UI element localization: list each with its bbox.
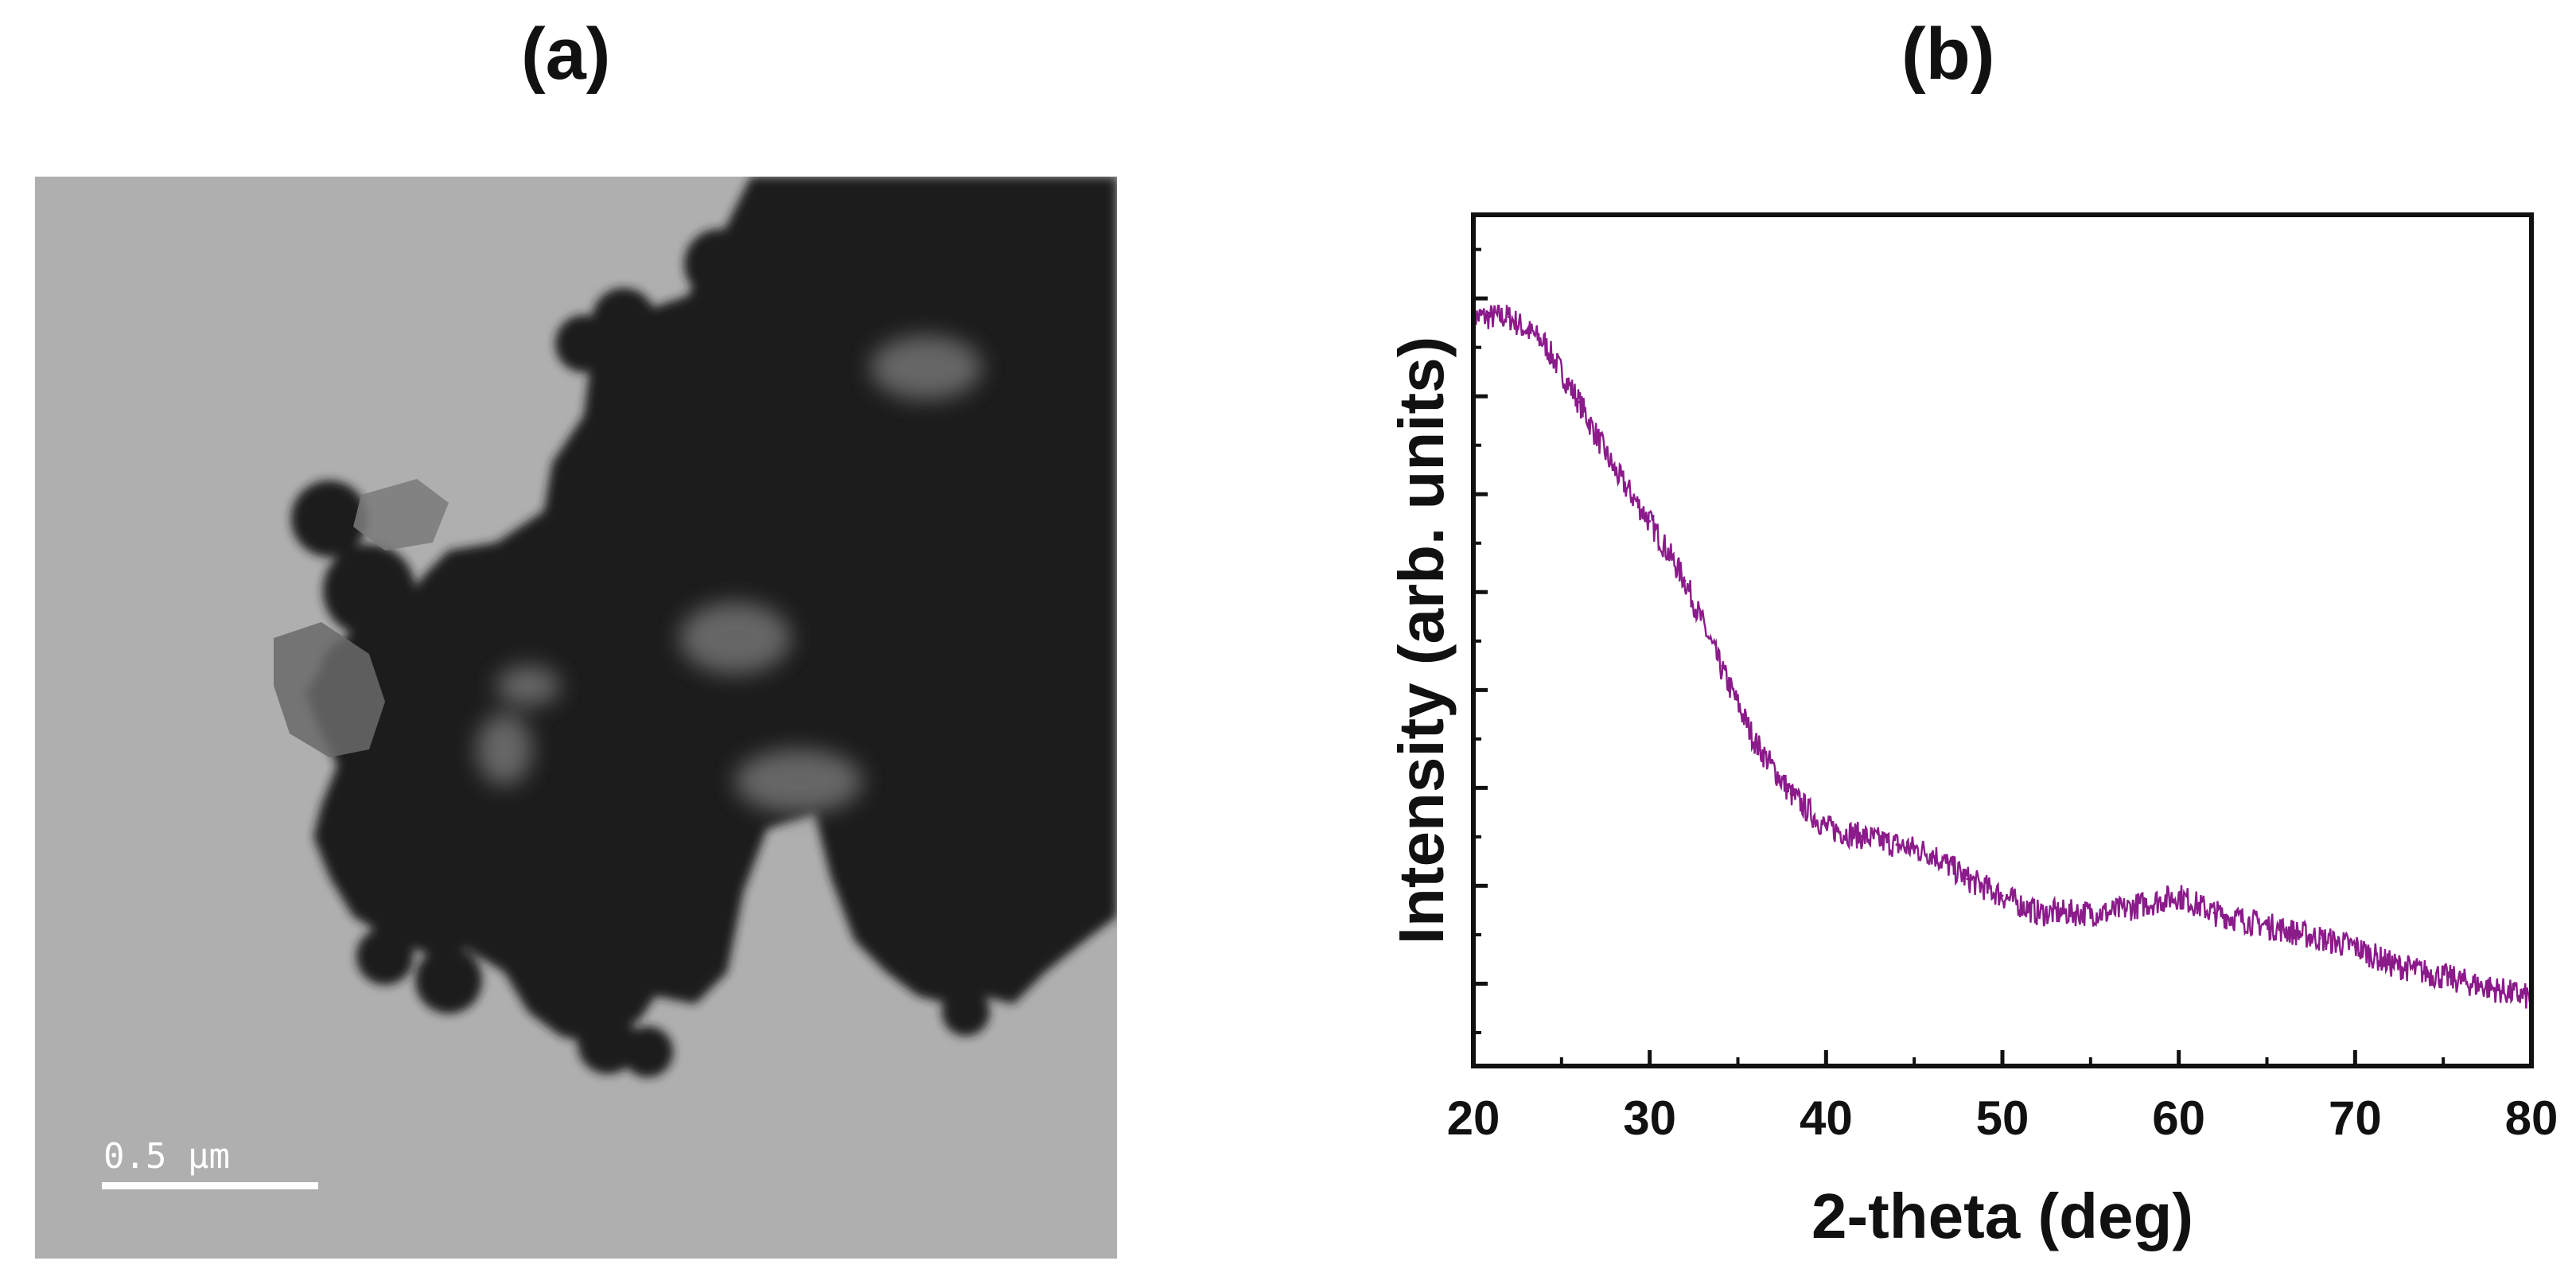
x-axis-ticks	[1471, 1050, 2534, 1066]
xrd-data-point	[1718, 664, 1722, 667]
xrd-data-point	[2424, 971, 2427, 974]
xrd-data-point	[1966, 877, 1969, 881]
xrd-data-point	[2036, 911, 2039, 914]
xrd-data-point	[2212, 911, 2216, 914]
xrd-data-point	[1789, 792, 1792, 796]
xrd-data-point	[1683, 579, 1687, 582]
xrd-data-point	[1578, 400, 1581, 403]
xrd-data-point	[2107, 911, 2110, 914]
xrd-data-point	[2495, 988, 2498, 991]
xrd-data-point	[2001, 894, 2004, 897]
x-tick-label: 50	[1976, 1091, 2029, 1145]
xrd-data-point	[2459, 979, 2462, 983]
xrd-data-point	[1895, 843, 1898, 846]
thin-platelets	[274, 479, 449, 757]
xrd-data-point	[2353, 945, 2356, 948]
panel-b-label: (b)	[1901, 14, 1995, 95]
y-axis-ticks	[1473, 247, 1488, 1034]
xrd-trace	[1472, 304, 2533, 1009]
scale-bar-line	[102, 1182, 318, 1189]
plot-frame	[1471, 212, 2534, 1068]
x-axis-tick-labels: 20 30 40 50 60 70 80	[1447, 1091, 2558, 1145]
x-axis-label: 2-theta (deg)	[1811, 1181, 2193, 1251]
x-tick-label: 80	[2505, 1091, 2558, 1145]
scale-bar-label: 0.5 μm	[103, 1136, 230, 1177]
xrd-chart: 20 30 40 50 60 70 80 2-theta (deg) Intensity (…	[1386, 212, 2558, 1251]
xrd-data-point	[1754, 741, 1757, 744]
xrd-series-line	[1472, 304, 2533, 1009]
x-tick-label: 70	[2329, 1091, 2382, 1145]
panel-a-label: (a)	[521, 14, 611, 95]
x-tick-label: 60	[2152, 1091, 2205, 1145]
xrd-data-point	[2247, 920, 2251, 923]
xrd-data-point	[2318, 937, 2321, 940]
xrd-data-point	[2072, 911, 2075, 914]
x-tick-label: 30	[1623, 1091, 1676, 1145]
tem-micrograph: 0.5 μm	[35, 177, 1117, 1259]
xrd-data-point	[2177, 894, 2181, 897]
xrd-data-point	[1930, 852, 1933, 854]
xrd-data-point	[1648, 519, 1652, 523]
xrd-data-point	[1824, 826, 1827, 829]
xrd-data-point	[2142, 903, 2145, 906]
xrd-data-point	[2283, 928, 2286, 932]
scale-bar: 0.5 μm	[102, 1136, 318, 1189]
xrd-data-point	[1860, 835, 1863, 838]
xrd-data-point	[1507, 315, 1510, 318]
lighter-voids	[477, 336, 982, 813]
xrd-data-point	[2389, 963, 2392, 966]
xrd-data-point	[1613, 469, 1616, 472]
xrd-data-point	[1543, 341, 1546, 344]
x-tick-label: 20	[1447, 1091, 1500, 1145]
x-tick-label: 40	[1800, 1091, 1853, 1145]
y-axis-label: Intensity (arb. units)	[1386, 337, 1457, 945]
